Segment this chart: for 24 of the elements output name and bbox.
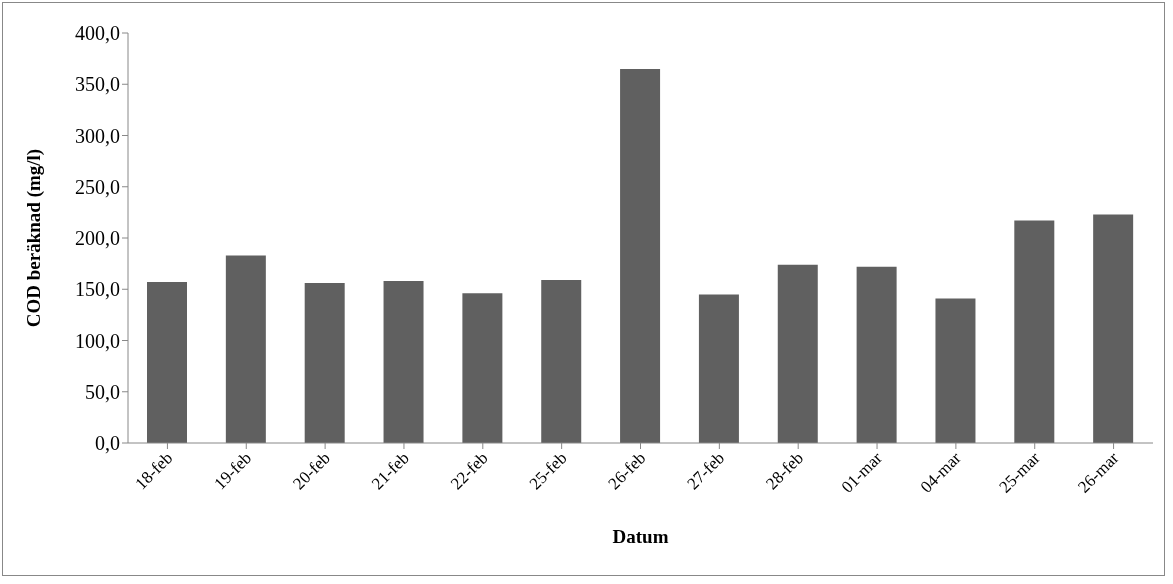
bar: [935, 298, 976, 443]
bar: [698, 294, 739, 443]
bar: [856, 266, 897, 443]
bar: [225, 255, 266, 443]
y-tick-label: 100,0: [75, 329, 120, 352]
bar: [1093, 214, 1134, 443]
y-tick-label: 400,0: [75, 22, 120, 45]
bar: [304, 283, 345, 443]
bar: [383, 281, 424, 443]
y-tick-label: 50,0: [85, 380, 120, 403]
bar: [777, 264, 818, 443]
y-tick-label: 0,0: [95, 432, 120, 455]
y-tick-label: 250,0: [75, 175, 120, 198]
bar: [147, 282, 187, 443]
y-axis-title: COD beräknad (mg/l): [22, 148, 45, 328]
y-tick-label: 200,0: [75, 227, 120, 250]
y-tick-label: 300,0: [75, 124, 120, 147]
bar: [1014, 220, 1055, 443]
bar: [541, 280, 582, 443]
bar: [462, 293, 503, 443]
y-tick-label: 150,0: [75, 278, 120, 301]
x-axis-title: Datum: [612, 526, 669, 547]
bar: [620, 68, 661, 443]
y-tick-label: 350,0: [75, 73, 120, 96]
